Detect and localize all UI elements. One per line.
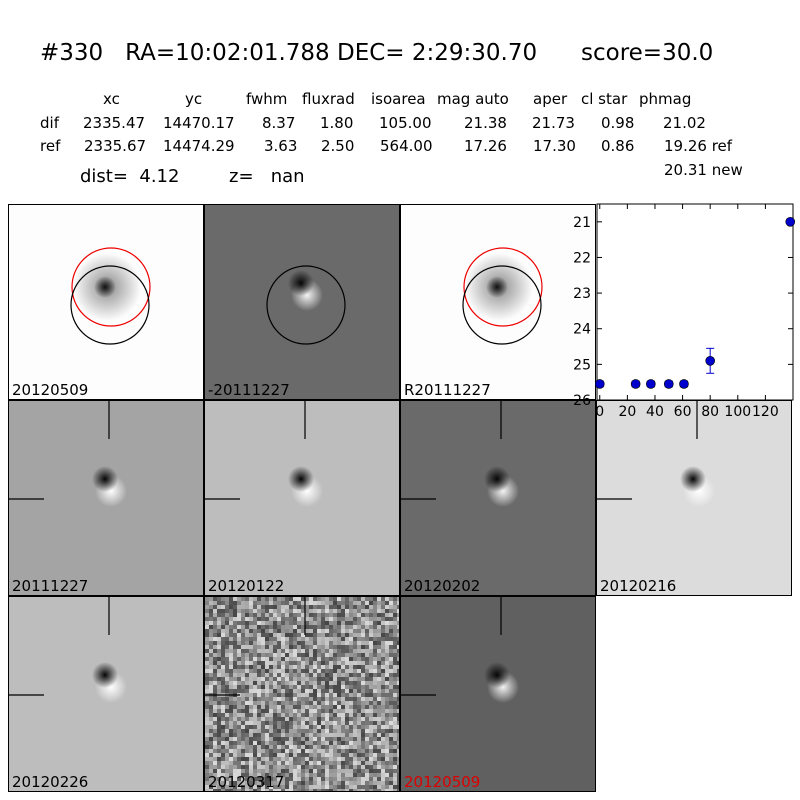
ref-aper: 17.30 (533, 137, 576, 155)
col-header-mag-auto: mag auto (437, 90, 509, 108)
cutout-panel-6: 20120216 (596, 400, 792, 596)
ref-fwhm: 3.63 (264, 137, 298, 155)
y-tick-label: 25 (573, 357, 591, 373)
cutout-date-label: -20111227 (208, 381, 290, 399)
col-header-cl-star: cl star (581, 90, 628, 108)
plot-area (596, 203, 794, 401)
data-point (705, 356, 715, 366)
cutout-panel-3: 20111227 (8, 400, 204, 596)
cutout-image (401, 401, 595, 595)
data-point (630, 379, 641, 389)
light-curve-chart: 21 22 23 24 25 260 20 40 60 80 100 120 (573, 203, 796, 420)
dif-fwhm: 8.37 (262, 114, 296, 132)
x-tick-label: 80 (701, 404, 719, 420)
cutout-panel-5: 20120202 (400, 400, 596, 596)
y-tick-label: 24 (573, 322, 591, 338)
cutout-date-label: R20111227 (404, 381, 491, 399)
data-point (646, 379, 656, 389)
cutout-panel-0: 20120509 (8, 204, 204, 400)
col-header-aper: aper (533, 90, 568, 108)
cutout-panel-7: 20120226 (8, 596, 204, 792)
cutout-image (9, 597, 203, 791)
new-phmag: 20.31 new (664, 161, 743, 179)
y-tick-label: 22 (573, 250, 591, 266)
cutout-date-label: 20120216 (600, 577, 677, 595)
dif-yc: 14470.17 (163, 114, 235, 132)
x-tick-label: 40 (646, 404, 664, 420)
ref-phmag: 19.26 ref (664, 137, 733, 155)
y-tick-label: 21 (573, 215, 591, 231)
dif-aper: 21.73 (532, 114, 575, 132)
cutout-image (597, 401, 791, 595)
cutout-date-label: 20120202 (404, 577, 481, 595)
x-tick-label: 120 (752, 404, 779, 420)
cutout-date-label: 20120317 (208, 773, 285, 791)
dif-fluxrad: 1.80 (320, 114, 354, 132)
cutout-date-label: 20120509 (12, 381, 89, 399)
dif-phmag: 21.02 (663, 114, 706, 132)
dist-value: dist= 4.12 (80, 166, 180, 187)
cutout-panel-8: 20120317 (204, 596, 400, 792)
cutout-panel-2: R20111227 (400, 204, 596, 400)
col-header-isoarea: isoarea (371, 90, 426, 108)
page-title: #330 RA=10:02:01.788 DEC= 2:29:30.70 sco… (40, 40, 713, 66)
object-score: score=30.0 (581, 40, 714, 66)
cutout-panel-1: -20111227 (204, 204, 400, 400)
cutout-panel-9: 20120509 (400, 596, 596, 792)
col-header-yc: yc (185, 90, 203, 108)
cutout-date-label: 20120122 (208, 577, 285, 595)
dif-isoarea: 105.00 (379, 114, 432, 132)
cutout-date-label: 20120226 (12, 773, 89, 791)
cutout-image (205, 401, 399, 595)
col-header-fluxrad: fluxrad (302, 90, 355, 108)
data-point (785, 217, 796, 227)
dif-mag-auto: 21.38 (464, 114, 507, 132)
data-point (594, 379, 605, 389)
row-label-dif: dif (40, 114, 59, 132)
dif-cl-star: 0.98 (601, 114, 635, 132)
x-tick-label: 60 (674, 404, 692, 420)
cutout-date-label: 20111227 (12, 577, 89, 595)
x-tick-label: 0 (595, 404, 604, 420)
cutout-image (9, 205, 203, 399)
col-header-fwhm: fwhm (246, 90, 288, 108)
object-id: #330 (40, 40, 104, 66)
x-tick-label: 20 (618, 404, 636, 420)
cutout-image (205, 597, 399, 791)
y-tick-label: 26 (573, 393, 591, 409)
cutout-image (9, 401, 203, 595)
dif-xc: 2335.47 (83, 114, 146, 132)
ref-fluxrad: 2.50 (321, 137, 355, 155)
cutout-date-label: 20120509 (404, 773, 481, 791)
ref-isoarea: 564.00 (380, 137, 433, 155)
cutout-image (205, 205, 399, 399)
y-tick-label: 23 (573, 286, 591, 302)
x-tick-label: 100 (724, 404, 751, 420)
cutout-panel-4: 20120122 (204, 400, 400, 596)
ref-xc: 2335.67 (84, 137, 147, 155)
data-point (679, 379, 689, 389)
row-label-ref: ref (40, 137, 61, 155)
ref-mag-auto: 17.26 (464, 137, 507, 155)
cutout-image (401, 597, 595, 791)
cutout-image (401, 205, 595, 399)
col-header-xc: xc (103, 90, 120, 108)
object-coords: RA=10:02:01.788 DEC= 2:29:30.70 (125, 40, 538, 66)
ref-yc: 14474.29 (163, 137, 235, 155)
col-header-phmag: phmag (639, 90, 692, 108)
z-value: z= nan (229, 166, 305, 187)
ref-cl-star: 0.86 (601, 137, 635, 155)
data-point (663, 379, 674, 389)
